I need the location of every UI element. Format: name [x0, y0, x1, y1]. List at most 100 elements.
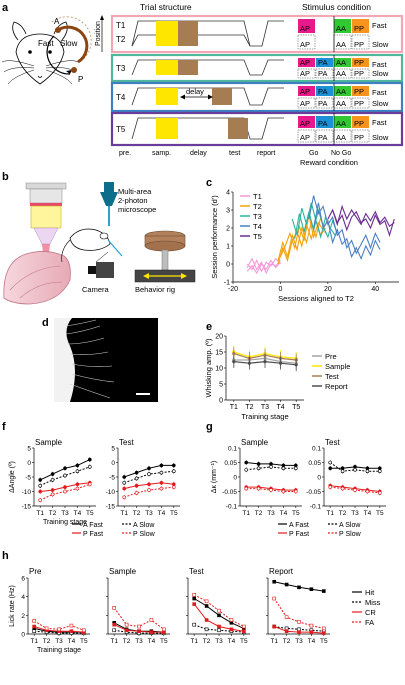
subplot-test: T1 T2 T3 T4 T5 Test [186, 567, 250, 645]
x-tick-label: T5 [80, 638, 88, 645]
cell-label-aa: AA [336, 133, 346, 142]
cell-label-pa: PA [318, 133, 327, 142]
pole-trace [131, 59, 284, 76]
speed-fast: Fast [372, 88, 388, 97]
stage-label: T1 [116, 21, 126, 30]
panel-b: b Multi-area 2-photon microscope Camera [2, 171, 196, 305]
data-point [192, 622, 196, 627]
series-line-t1 [246, 257, 281, 273]
panel-letter-d: d [42, 317, 49, 329]
data-point [122, 495, 126, 500]
y-tick-label: 0 [21, 632, 25, 639]
legend-label: FA [365, 618, 374, 627]
y-tick-label: -10 [22, 489, 32, 496]
subplot-pre: 0 2 4 6 T1 T2 T3 T4 T5 Lick rate (Hz) Training sta… [9, 567, 90, 654]
data-point [172, 469, 176, 474]
y-tick-label: -0.05 [306, 489, 321, 496]
data-point [340, 486, 345, 491]
cell-label-ap: AP [300, 58, 310, 67]
x-tick-label: T2 [283, 638, 291, 645]
cell-ap [297, 68, 316, 79]
delay-label: delay [186, 87, 204, 96]
x-axis-label: Training stage [241, 412, 288, 421]
y-tick-label: -0.1 [226, 504, 238, 511]
data-point [69, 629, 74, 634]
data-point [204, 599, 209, 604]
legend-label: P Slow [339, 531, 362, 538]
x-tick-label: 0 [278, 286, 282, 293]
data-point [38, 489, 43, 494]
data-point [192, 596, 196, 601]
data-point [293, 489, 298, 494]
y-tick-label: 0.1 [228, 446, 237, 453]
cell-label-pp: PP [354, 58, 364, 67]
y-axis-label: ΔAngle (º) [9, 461, 16, 493]
mouse-on-rig [69, 228, 111, 251]
y-tick-label: 0 [219, 398, 223, 405]
cell-label-aa: AA [336, 58, 346, 67]
subplot-title: Sample [109, 567, 137, 576]
legend-label: Miss [365, 598, 381, 607]
legend-label: P Slow [133, 531, 156, 538]
data-point [159, 463, 164, 468]
y-tick-label: -5 [109, 475, 115, 482]
posterior-pole [71, 67, 77, 73]
data-point [63, 466, 67, 471]
y-tick-label: 0 [111, 460, 115, 467]
stage-label: T2 [116, 35, 126, 44]
data-point [244, 467, 248, 472]
series-line-t3 [294, 207, 338, 239]
angle-chart: -15 -10 -5 0 5 T1 T2 T3 T4 T5 ΔAngle (º) Training s… [9, 438, 180, 538]
camera-lens [88, 266, 96, 274]
data-point [377, 491, 382, 495]
x-tick-label: T4 [148, 638, 156, 645]
delay-arrow-head-right [208, 94, 213, 100]
legend-label: CR [365, 608, 376, 617]
data-point [272, 596, 277, 601]
data-point [232, 352, 236, 356]
panel-c: c -1 0 1 2 3 4 -20 0 20 40 Session performance (d'… [206, 177, 399, 303]
objective-body [29, 188, 63, 204]
cell-label-pa: PA [318, 87, 327, 96]
objective-top [25, 182, 67, 190]
data-point [32, 619, 37, 623]
data-point [147, 466, 151, 471]
data-point [321, 626, 326, 631]
mouse-illustration: A P Fast Slow Position [1, 15, 104, 85]
cell-ap [298, 58, 315, 67]
data-point [159, 470, 164, 475]
panel-letter-c: c [206, 177, 212, 189]
series-line-t4 [308, 195, 381, 255]
data-point [134, 470, 139, 475]
trial-row-1: T1 T2 AP AA PP AP AA PP Fast Slow [110, 14, 404, 54]
y-tick-label: -5 [25, 475, 31, 482]
data-point [217, 608, 221, 613]
legend-label: A Slow [339, 522, 361, 529]
panel-letter-a: a [2, 2, 9, 14]
x-tick-label: 20 [324, 286, 332, 293]
cell-label-pa: PA [318, 58, 327, 67]
x-tick-label: T2 [43, 638, 51, 645]
data-point [217, 613, 221, 618]
legend-label-test: Test [325, 372, 340, 381]
x-tick-label: T2 [255, 510, 263, 517]
data-point [365, 469, 370, 474]
data-point [279, 361, 283, 365]
panel-letter-b: b [2, 171, 9, 183]
data-point [242, 629, 246, 634]
nogo-label: No Go [331, 150, 351, 157]
x-tick-label: T3 [295, 638, 303, 645]
data-point [321, 631, 326, 635]
data-point [50, 478, 55, 482]
data-point [112, 628, 116, 633]
data-point [112, 622, 116, 627]
x-tick-label: T2 [49, 510, 57, 517]
legend-label: A Slow [133, 522, 155, 529]
y-tick-label: 3 [226, 208, 230, 215]
data-point [75, 482, 80, 487]
data-point [263, 360, 267, 364]
cell-label-pp: PP [354, 40, 364, 49]
x-tick-label: T4 [158, 510, 166, 517]
cell-label-pp: PP [354, 133, 364, 142]
whisking-chart: 0 5 10 15 20 T1 T2 T3 T4 T5 Whisking amp. (º) Train… [204, 334, 350, 422]
